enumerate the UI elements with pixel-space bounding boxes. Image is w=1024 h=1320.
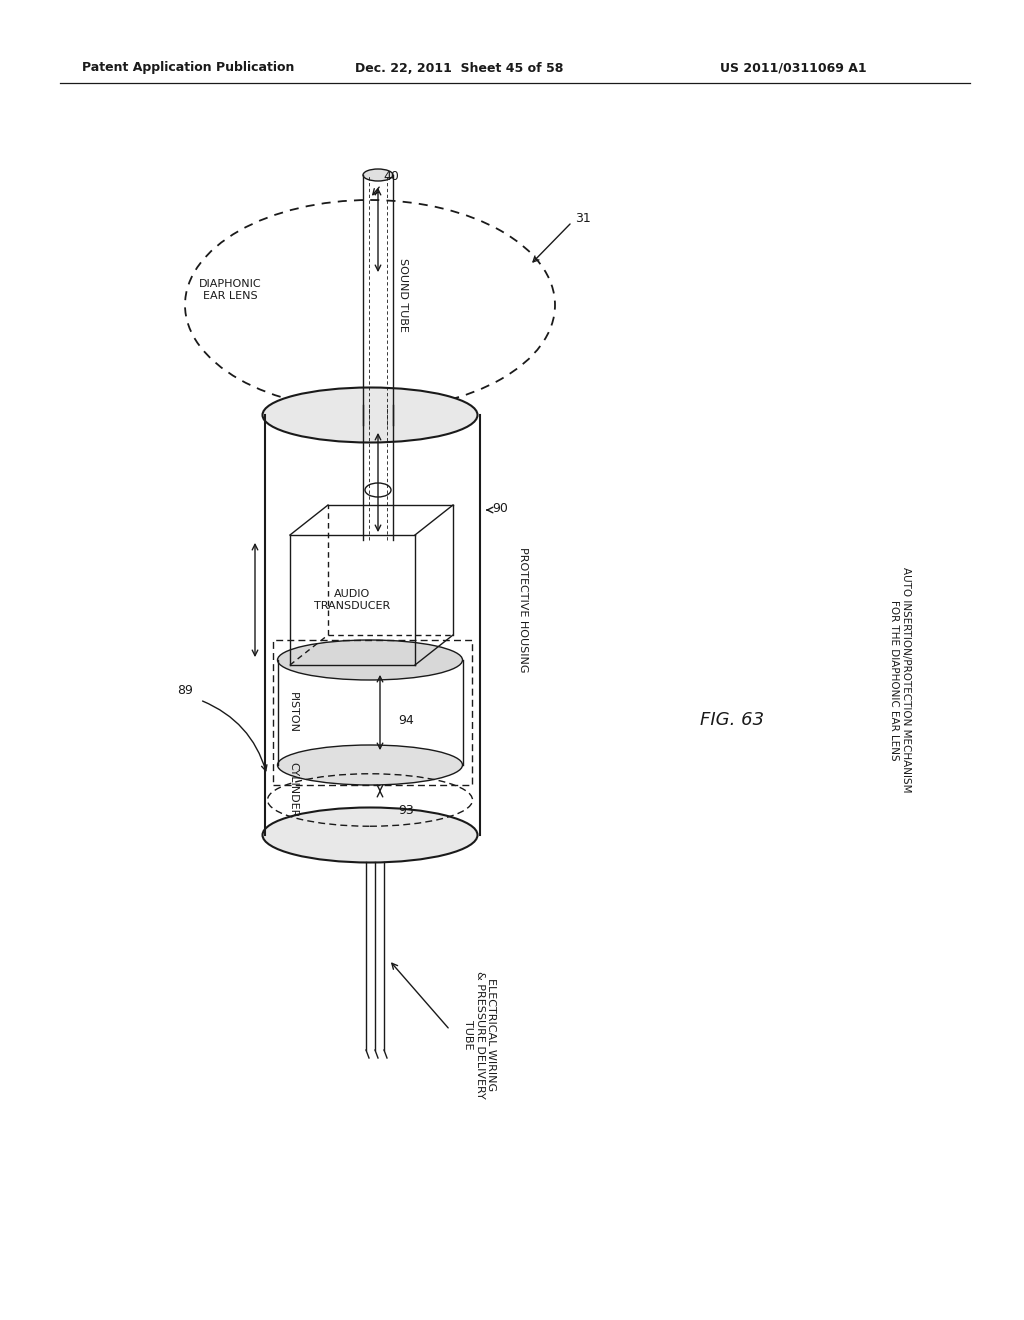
- Text: 90: 90: [492, 502, 508, 515]
- Text: FIG. 63: FIG. 63: [700, 711, 764, 729]
- Text: 31: 31: [575, 211, 591, 224]
- Text: 93: 93: [398, 804, 414, 817]
- Text: Patent Application Publication: Patent Application Publication: [82, 62, 294, 74]
- Text: 40: 40: [383, 170, 399, 183]
- Text: AUDIO
TRANSDUCER: AUDIO TRANSDUCER: [314, 589, 390, 611]
- Text: PISTON: PISTON: [288, 692, 298, 733]
- Text: ELECTRICAL WIRING
& PRESSURE DELIVERY
TUBE: ELECTRICAL WIRING & PRESSURE DELIVERY TU…: [463, 972, 497, 1098]
- Text: 94: 94: [398, 714, 414, 727]
- Ellipse shape: [278, 744, 463, 785]
- Ellipse shape: [262, 808, 477, 862]
- Text: PROTECTIVE HOUSING: PROTECTIVE HOUSING: [518, 548, 528, 673]
- Text: 89: 89: [177, 684, 193, 697]
- Text: DIAPHONIC
EAR LENS: DIAPHONIC EAR LENS: [199, 280, 261, 301]
- Ellipse shape: [278, 640, 463, 680]
- Text: US 2011/0311069 A1: US 2011/0311069 A1: [720, 62, 866, 74]
- Ellipse shape: [262, 388, 477, 442]
- Text: SOUND TUBE: SOUND TUBE: [398, 259, 408, 331]
- Text: Dec. 22, 2011  Sheet 45 of 58: Dec. 22, 2011 Sheet 45 of 58: [355, 62, 563, 74]
- Text: AUTO INSERTION/PROTECTION MECHANISM
FOR THE DIAPHONIC EAR LENS: AUTO INSERTION/PROTECTION MECHANISM FOR …: [889, 568, 910, 793]
- Ellipse shape: [362, 169, 393, 181]
- Text: CYLINDER: CYLINDER: [288, 763, 298, 817]
